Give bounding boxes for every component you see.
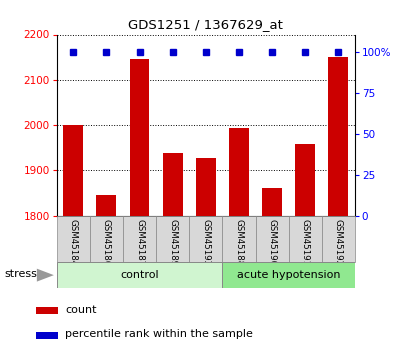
- Bar: [295, 144, 315, 216]
- Text: GSM45191: GSM45191: [301, 219, 310, 266]
- Bar: [57, 262, 222, 288]
- Bar: [163, 153, 183, 216]
- Bar: [229, 128, 249, 216]
- Bar: [222, 262, 355, 288]
- Bar: [37, 332, 58, 338]
- Bar: [289, 216, 322, 262]
- Polygon shape: [37, 269, 54, 282]
- Bar: [222, 216, 255, 262]
- Bar: [262, 188, 282, 216]
- Text: acute hypotension: acute hypotension: [237, 270, 340, 280]
- Bar: [97, 195, 116, 216]
- Text: stress: stress: [5, 269, 37, 279]
- Bar: [57, 216, 90, 262]
- Text: GSM45192: GSM45192: [334, 219, 343, 266]
- Text: GSM45184: GSM45184: [69, 219, 78, 266]
- Text: percentile rank within the sample: percentile rank within the sample: [66, 329, 253, 339]
- Text: GSM45186: GSM45186: [102, 219, 111, 266]
- Text: GSM45189: GSM45189: [168, 219, 177, 266]
- Bar: [37, 307, 58, 314]
- Bar: [156, 216, 189, 262]
- Text: GSM45193: GSM45193: [201, 219, 210, 266]
- Text: GSM45188: GSM45188: [234, 219, 244, 266]
- Text: count: count: [66, 305, 97, 315]
- Bar: [322, 216, 355, 262]
- Text: GSM45190: GSM45190: [268, 219, 276, 266]
- Title: GDS1251 / 1367629_at: GDS1251 / 1367629_at: [129, 18, 283, 31]
- Bar: [130, 59, 150, 216]
- Bar: [63, 125, 83, 216]
- Text: GSM45187: GSM45187: [135, 219, 144, 266]
- Text: control: control: [120, 270, 159, 280]
- Bar: [196, 158, 216, 216]
- Bar: [90, 216, 123, 262]
- Bar: [189, 216, 222, 262]
- Bar: [255, 216, 289, 262]
- Bar: [123, 216, 156, 262]
- Bar: [328, 57, 348, 216]
